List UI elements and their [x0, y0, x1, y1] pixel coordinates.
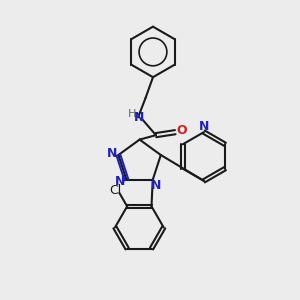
Text: N: N [107, 147, 117, 160]
Text: H: H [128, 109, 136, 119]
Text: O: O [176, 124, 187, 137]
Text: Cl: Cl [110, 184, 122, 197]
Text: N: N [115, 175, 125, 188]
Text: N: N [199, 120, 209, 133]
Text: N: N [151, 179, 161, 192]
Text: N: N [134, 111, 144, 124]
